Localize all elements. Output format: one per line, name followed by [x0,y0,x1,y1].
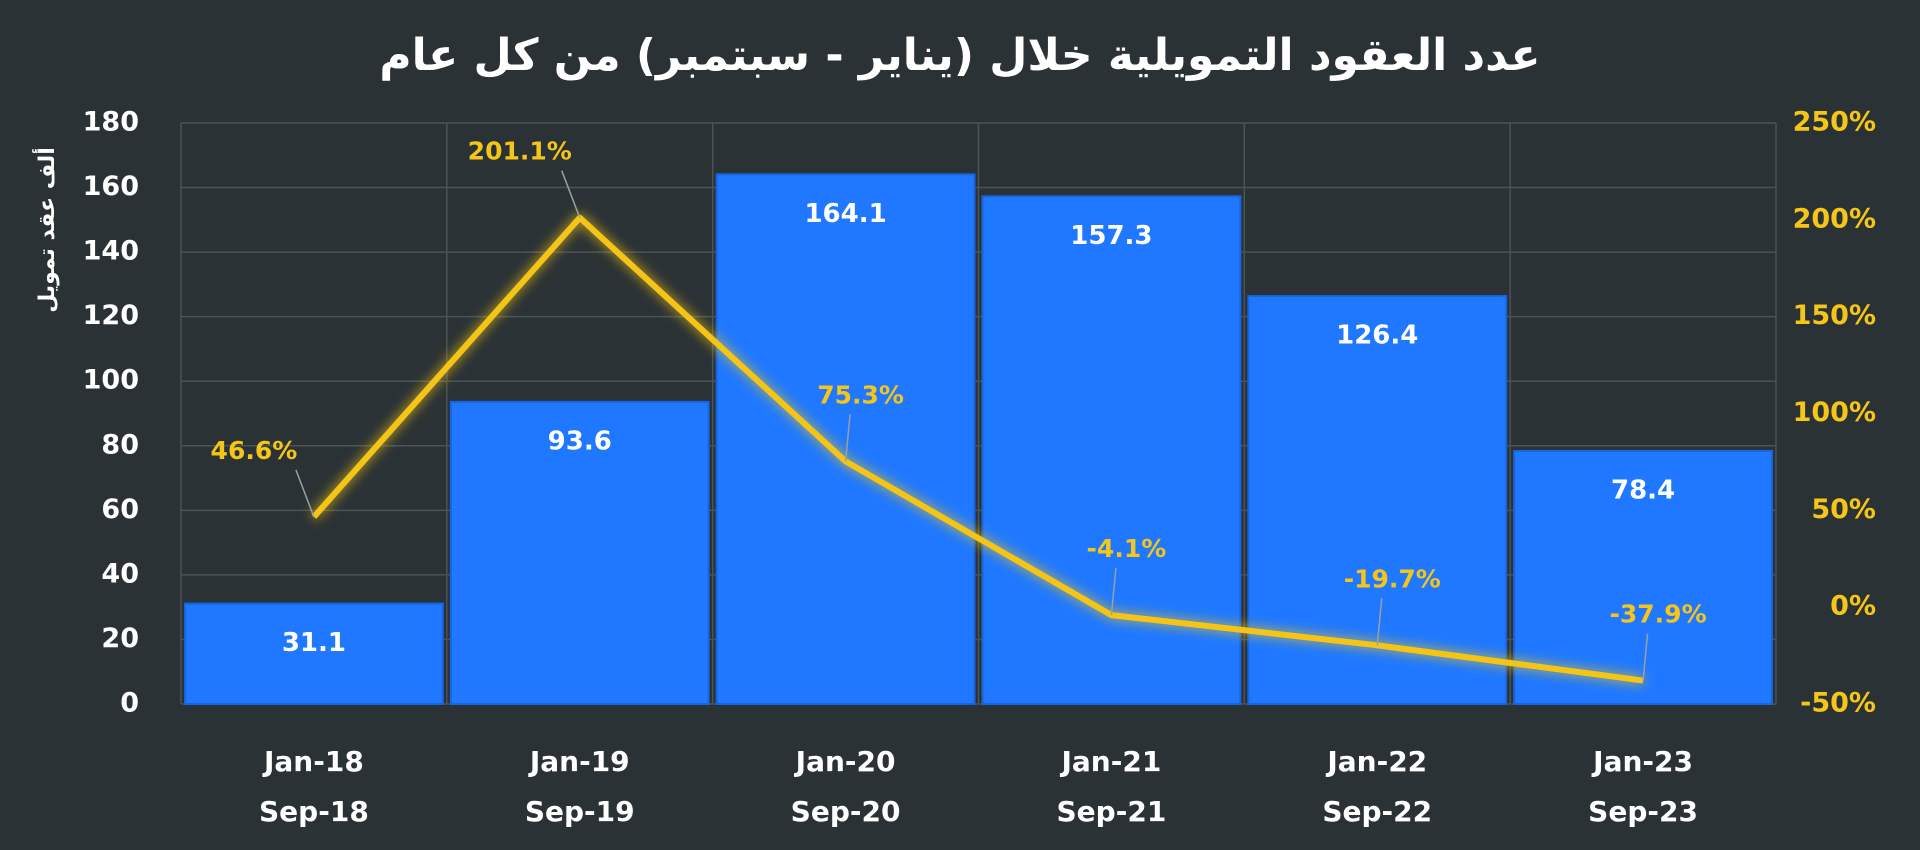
line [311,214,1644,684]
leader-line [295,469,315,518]
x-tick-label: Jan-21 [1059,745,1161,778]
y-tick-label: 0 [120,688,139,719]
leader-line [1376,598,1383,646]
y-tick-label: 180 [83,107,139,138]
x-tick-label: Sep-22 [1322,795,1432,828]
x-tick-label: Jan-19 [528,745,630,778]
y-tick-label: 40 [101,558,139,589]
y2-tick-label: 100% [1793,397,1876,428]
bar-value-label: 126.4 [1336,321,1418,351]
x-tick-label: Jan-20 [794,745,896,778]
leader-line [1110,568,1117,616]
leader-line [844,414,851,462]
bar-value-label: 157.3 [1070,221,1152,251]
y2-tick-label: 250% [1793,107,1876,138]
line-value-label: -19.7% [1344,564,1441,593]
leader-line [1642,633,1649,681]
x-tick-label: Jan-23 [1591,745,1693,778]
y-tick-label: 60 [101,494,139,525]
line-value-label: 46.6% [211,436,298,465]
x-tick-label: Jan-18 [262,745,364,778]
x-tick-label: Jan-22 [1325,745,1427,778]
bar [1513,449,1774,706]
bar-value-label: 164.1 [804,199,886,229]
line-value-label: 201.1% [468,137,572,166]
line-value-label: -37.9% [1610,600,1707,629]
y2-tick-label: 200% [1793,203,1876,234]
x-tick-label: Sep-18 [259,795,369,828]
x-tick-label: Sep-23 [1588,795,1698,828]
x-tick-label: Sep-20 [791,795,901,828]
y2-tick-label: 50% [1811,494,1876,525]
bar [183,602,444,705]
line-value-label: -4.1% [1087,534,1167,563]
y2-tick-label: 150% [1793,300,1876,331]
bar [449,400,710,705]
line-value-label: 75.3% [817,380,904,409]
bar-value-label: 31.1 [282,628,346,658]
x-tick-label: Sep-21 [1057,795,1167,828]
leader-line [561,170,581,218]
bar-value-label: 93.6 [548,426,612,456]
y-tick-label: 160 [83,171,139,202]
y-axis-label: ألف عقد تمويل [31,147,60,313]
y2-tick-label: 0% [1830,591,1876,622]
y-tick-label: 120 [83,300,139,331]
y-tick-label: 80 [101,429,139,460]
y-tick-label: 140 [83,236,139,267]
bar [715,173,976,706]
y-tick-label: 100 [83,365,139,396]
bar [981,195,1242,705]
chart-title: عدد العقود التمويلية خلال (يناير - سبتمب… [379,30,1540,81]
x-tick-label: Sep-19 [525,795,635,828]
y2-tick-label: -50% [1800,688,1876,719]
bar-value-label: 78.4 [1611,475,1675,505]
y-tick-label: 20 [101,623,139,654]
